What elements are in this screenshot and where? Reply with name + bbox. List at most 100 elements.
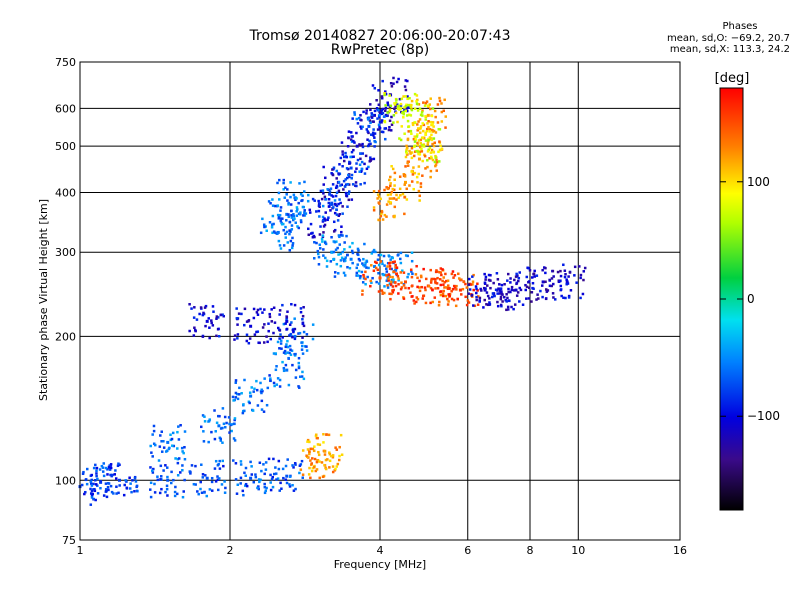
- data-point-cluster: [428, 130, 431, 133]
- data-point-cluster: [378, 110, 381, 114]
- phase-o-stats: mean, sd,O: −69.2, 20.7: [667, 33, 790, 44]
- data-point-cluster: [116, 464, 120, 468]
- data-point-cluster: [278, 309, 282, 312]
- data-point-cluster: [219, 439, 223, 442]
- data-point-cluster: [394, 110, 397, 113]
- data-point-cluster: [453, 273, 457, 277]
- data-point-cluster: [390, 280, 393, 284]
- data-point-cluster: [285, 230, 289, 234]
- data-point-cluster: [396, 274, 400, 278]
- data-point-cluster: [423, 104, 427, 107]
- data-point-cluster: [390, 164, 393, 168]
- data-point-cluster: [96, 484, 99, 487]
- data-point-cluster: [483, 281, 487, 284]
- data-point-cluster: [404, 104, 408, 108]
- data-point-cluster: [415, 175, 419, 179]
- data-point-cluster: [112, 492, 115, 495]
- data-point-cluster: [404, 155, 408, 159]
- data-point-cluster: [367, 165, 370, 169]
- data-point-cluster: [510, 288, 514, 292]
- data-point-cluster: [411, 123, 415, 127]
- data-point-cluster: [398, 187, 402, 191]
- data-point-cluster: [404, 95, 407, 98]
- data-point-cluster: [264, 461, 268, 464]
- data-point-cluster: [419, 138, 422, 142]
- data-point-cluster: [470, 293, 474, 297]
- data-point-cluster: [352, 139, 355, 143]
- data-point-cluster: [439, 290, 443, 293]
- data-point-cluster: [215, 315, 219, 318]
- data-point-cluster: [156, 478, 160, 482]
- data-point-cluster: [261, 217, 264, 221]
- data-point-cluster: [277, 467, 281, 471]
- data-point-cluster: [327, 216, 330, 219]
- data-point-cluster: [278, 337, 281, 340]
- data-point-cluster: [242, 403, 245, 406]
- data-point-cluster: [377, 189, 381, 193]
- data-point-cluster: [297, 361, 301, 365]
- data-point-cluster: [383, 291, 386, 295]
- data-point-cluster: [219, 313, 223, 317]
- data-point-cluster: [582, 270, 586, 273]
- data-point-cluster: [311, 337, 315, 341]
- data-point-cluster: [93, 488, 96, 491]
- data-point-cluster: [248, 401, 251, 405]
- data-point-cluster: [302, 214, 305, 217]
- data-point-cluster: [369, 142, 372, 146]
- data-point-cluster: [456, 297, 459, 301]
- data-point-cluster: [316, 443, 320, 446]
- data-point-cluster: [451, 270, 455, 273]
- data-point-cluster: [181, 468, 184, 472]
- data-point-cluster: [552, 296, 555, 299]
- data-point-cluster: [311, 231, 314, 235]
- data-point-cluster: [370, 113, 374, 117]
- data-point-cluster: [482, 286, 486, 290]
- data-point-cluster: [309, 447, 312, 451]
- data-point-cluster: [279, 247, 283, 250]
- data-point-cluster: [496, 304, 500, 308]
- data-point-cluster: [356, 158, 360, 162]
- data-point-cluster: [341, 250, 344, 254]
- data-point-cluster: [560, 294, 563, 298]
- data-point-cluster: [413, 107, 417, 110]
- data-point-cluster: [216, 488, 220, 492]
- data-point-cluster: [354, 170, 357, 173]
- data-point-cluster: [317, 204, 321, 208]
- data-point-cluster: [311, 197, 315, 201]
- data-point-cluster: [297, 332, 300, 335]
- data-point-cluster: [318, 243, 322, 247]
- data-point-cluster: [355, 167, 358, 170]
- data-point-cluster: [431, 158, 435, 162]
- data-point-cluster: [404, 165, 407, 168]
- data-point-cluster: [332, 166, 336, 169]
- data-point-cluster: [471, 280, 475, 283]
- data-point-cluster: [484, 275, 488, 279]
- data-point-cluster: [567, 275, 570, 278]
- data-point-cluster: [253, 387, 256, 391]
- data-point-cluster: [292, 218, 295, 222]
- data-point: [367, 124, 371, 128]
- data-point-cluster: [90, 496, 94, 499]
- data-point-cluster: [95, 472, 98, 475]
- data-point-cluster: [335, 177, 338, 180]
- data-point-cluster: [318, 443, 322, 447]
- data-point-cluster: [176, 474, 180, 477]
- data-point-cluster: [224, 425, 227, 429]
- data-point-cluster: [188, 470, 192, 473]
- data-point-cluster: [331, 195, 335, 198]
- data-point: [285, 474, 289, 478]
- data-point-cluster: [372, 269, 376, 273]
- data-point-cluster: [345, 176, 349, 180]
- data-point-cluster: [257, 478, 261, 481]
- data-point-cluster: [524, 288, 527, 292]
- data-point-cluster: [128, 487, 132, 490]
- data-point-cluster: [581, 292, 585, 296]
- data-point-cluster: [262, 463, 265, 466]
- plot-frame: [79, 61, 681, 541]
- data-point-cluster: [383, 120, 387, 124]
- data-point-cluster: [301, 476, 304, 479]
- data-point-cluster: [239, 463, 243, 466]
- data-point-cluster: [291, 464, 294, 467]
- data-point-cluster: [203, 420, 207, 423]
- y-tick-label: 200: [55, 330, 76, 343]
